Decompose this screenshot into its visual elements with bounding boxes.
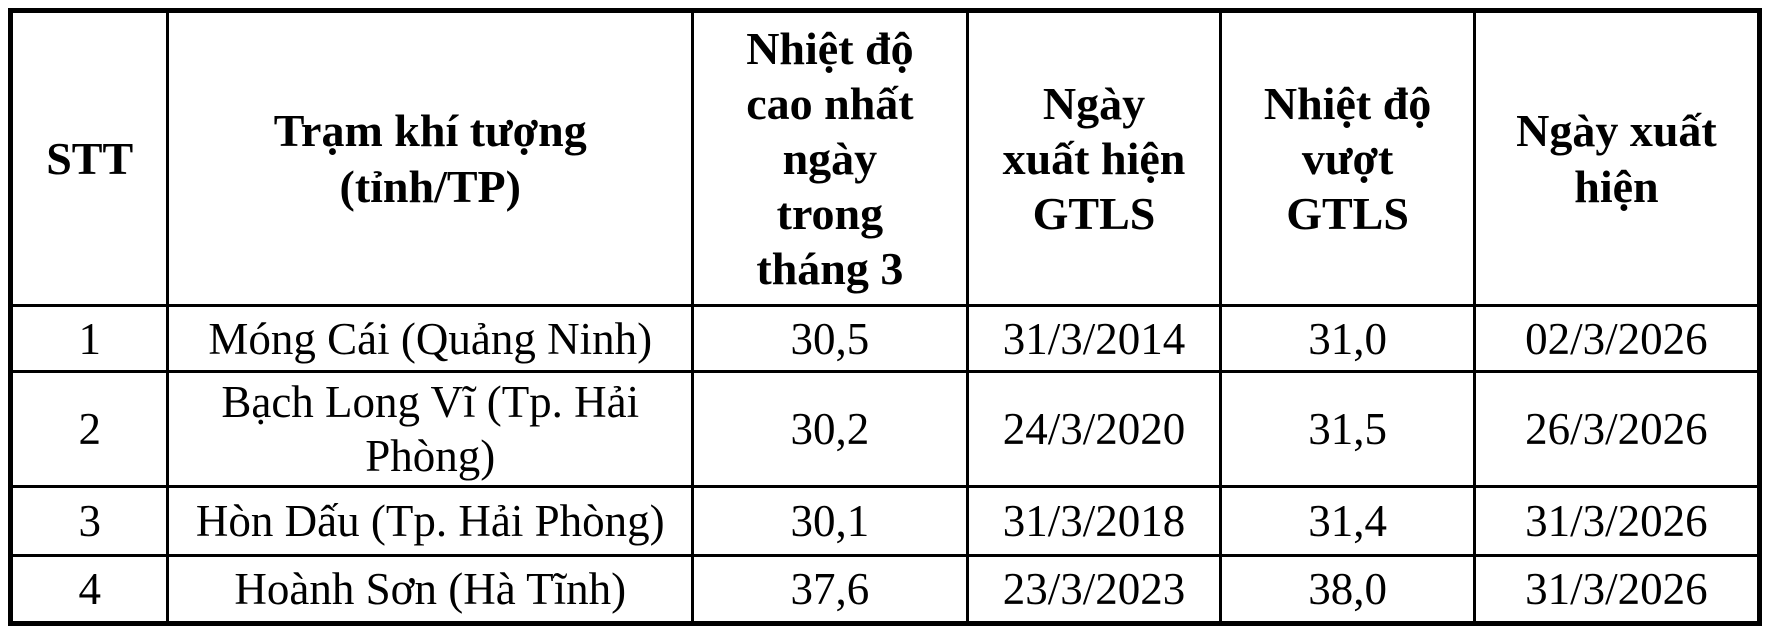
table-row: 1 Móng Cái (Quảng Ninh) 30,5 31/3/2014 3… (8, 304, 1762, 373)
cell-station: Hòn Dấu (Tp. Hải Phòng) (166, 485, 695, 557)
cell-occurrence-date: 02/3/2026 (1472, 304, 1762, 373)
table-row: 4 Hoành Sơn (Hà Tĩnh) 37,6 23/3/2023 38,… (8, 554, 1762, 625)
cell-temp-exceeding-gtls: 31,5 (1219, 370, 1476, 488)
cell-gtls-date: 31/3/2018 (965, 485, 1223, 557)
cell-stt: 3 (8, 485, 170, 557)
cell-stt: 2 (8, 370, 170, 488)
header-cell-gtls-date: Ngày xuất hiện GTLS (965, 9, 1223, 307)
cell-temp-exceeding-gtls: 38,0 (1219, 554, 1476, 625)
cell-occurrence-date: 26/3/2026 (1472, 370, 1762, 488)
table-row: 3 Hòn Dấu (Tp. Hải Phòng) 30,1 31/3/2018… (8, 485, 1762, 557)
cell-gtls-date: 23/3/2023 (965, 554, 1223, 625)
cell-max-daily-temp: 30,5 (691, 304, 969, 373)
cell-station: Bạch Long Vĩ (Tp. Hải Phòng) (166, 370, 695, 488)
weather-records-table: STT Trạm khí tượng (tỉnh/TP) Nhiệt độ ca… (8, 8, 1762, 626)
header-cell-max-daily-temp: Nhiệt độ cao nhất ngày trong tháng 3 (691, 9, 969, 307)
cell-occurrence-date: 31/3/2026 (1472, 554, 1762, 625)
cell-station: Hoành Sơn (Hà Tĩnh) (166, 554, 695, 625)
cell-stt: 1 (8, 304, 170, 373)
cell-gtls-date: 24/3/2020 (965, 370, 1223, 488)
cell-station: Móng Cái (Quảng Ninh) (166, 304, 695, 373)
cell-max-daily-temp: 30,2 (691, 370, 969, 488)
header-cell-stt: STT (8, 9, 170, 307)
cell-temp-exceeding-gtls: 31,0 (1219, 304, 1476, 373)
header-cell-occurrence-date: Ngày xuất hiện (1472, 9, 1762, 307)
cell-occurrence-date: 31/3/2026 (1472, 485, 1762, 557)
table-header-row: STT Trạm khí tượng (tỉnh/TP) Nhiệt độ ca… (8, 9, 1762, 307)
header-cell-station: Trạm khí tượng (tỉnh/TP) (166, 9, 695, 307)
cell-temp-exceeding-gtls: 31,4 (1219, 485, 1476, 557)
cell-max-daily-temp: 37,6 (691, 554, 969, 625)
cell-stt: 4 (8, 554, 170, 625)
table-row: 2 Bạch Long Vĩ (Tp. Hải Phòng) 30,2 24/3… (8, 370, 1762, 488)
header-cell-temp-exceeding-gtls: Nhiệt độ vượt GTLS (1219, 9, 1476, 307)
cell-gtls-date: 31/3/2014 (965, 304, 1223, 373)
cell-max-daily-temp: 30,1 (691, 485, 969, 557)
